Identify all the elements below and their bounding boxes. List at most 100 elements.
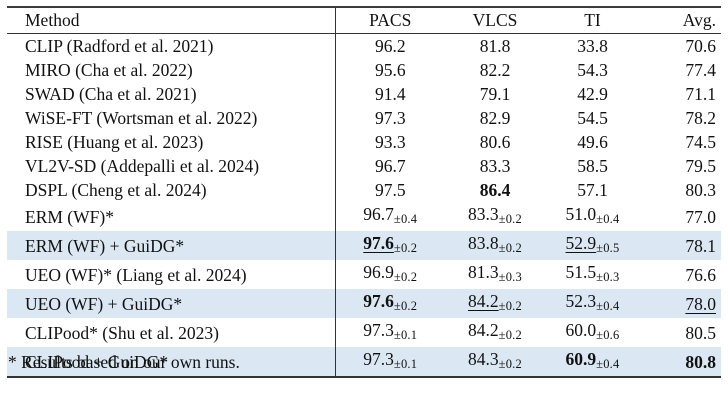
value-cell: 97.3 <box>335 106 445 130</box>
value-cell: 84.3±0.2 <box>445 347 545 377</box>
column-header-method: Method <box>7 7 336 34</box>
method-cell: WiSE-FT (Wortsman et al. 2022) <box>7 106 336 130</box>
value-main: 77.4 <box>685 60 716 80</box>
value-cell: 74.5 <box>640 130 721 154</box>
value-stddev-subscript: ±0.2 <box>498 241 522 255</box>
value-cell: 82.2 <box>445 58 545 82</box>
value-cell: 81.3±0.3 <box>445 260 545 289</box>
value-main: 42.9 <box>577 84 608 104</box>
value-main: 80.6 <box>479 132 511 152</box>
value-stddev-subscript: ±0.1 <box>393 328 418 342</box>
value-main: 60.9 <box>565 349 597 369</box>
method-cell: VL2V-SD (Addepalli et al. 2024) <box>7 154 336 178</box>
column-header-vlcs: VLCS <box>472 10 518 30</box>
value-main: 93.3 <box>374 132 406 152</box>
value-main: 84.2 <box>468 320 499 340</box>
value-main: 80.8 <box>685 351 716 372</box>
value-stddev-subscript: ±0.6 <box>596 328 620 342</box>
table-row: VL2V-SD (Addepalli et al. 2024) 96.7 83.3 5… <box>7 154 721 178</box>
value-cell: 83.3 <box>445 154 545 178</box>
value-cell: 70.6 <box>640 34 721 59</box>
value-main: 74.5 <box>685 132 716 152</box>
value-main: 70.6 <box>685 36 716 56</box>
value-main: 81.3 <box>468 262 499 282</box>
value-main: 77.0 <box>685 206 716 227</box>
value-cell: 80.8 <box>640 347 721 377</box>
value-main: 33.8 <box>577 36 608 56</box>
method-cell: UEO (WF)* (Liang et al. 2024) <box>7 260 336 289</box>
table-row: DSPL (Cheng et al. 2024) 97.5 86.4 57.1 80.3 <box>7 178 721 202</box>
value-cell: 97.6±0.2 <box>335 289 445 318</box>
value-stddev-subscript: ±0.5 <box>596 241 620 255</box>
table-row: CLIP (Radford et al. 2021) 96.2 81.8 33.8 70… <box>7 33 721 59</box>
value-cell: 78.2 <box>640 106 721 130</box>
value-cell: 80.6 <box>445 130 545 154</box>
value-main: 52.9 <box>565 233 597 253</box>
value-cell: 96.2 <box>335 34 445 59</box>
value-main: 54.3 <box>577 60 608 80</box>
value-main: 49.6 <box>577 132 608 152</box>
value-cell: 81.8 <box>445 34 545 59</box>
value-main: 97.5 <box>374 180 406 200</box>
value-main: 79.1 <box>479 84 511 104</box>
table-row: UEO (WF) + GuiDG* 97.6±0.2 84.2±0.2 52.3±0.… <box>7 289 721 318</box>
value-main: 81.8 <box>479 36 511 56</box>
table-row: ERM (WF)* 96.7±0.4 83.3±0.2 51.0±0.4 77.0 <box>7 202 721 231</box>
value-cell: 79.1 <box>445 82 545 106</box>
value-cell: 52.9±0.5 <box>545 231 640 260</box>
value-main: 57.1 <box>577 180 608 200</box>
value-main: 97.6 <box>363 233 394 253</box>
value-main: 80.3 <box>685 180 716 200</box>
table-row: MIRO (Cha et al. 2022) 95.6 82.2 54.3 77.4 <box>7 58 721 82</box>
value-main: 58.5 <box>577 156 608 176</box>
column-header-pacs: PACS <box>369 10 412 30</box>
table-header-row: Method PACS VLCS TI Avg. <box>7 7 721 34</box>
value-cell: 78.0 <box>640 289 721 318</box>
value-stddev-subscript: ±0.2 <box>498 299 522 313</box>
table-row: CLIPood + GuiDG* 97.3±0.1 84.3±0.2 60.9±0.4… <box>7 347 721 377</box>
value-cell: 78.1 <box>640 231 721 260</box>
value-main: 97.3 <box>363 320 394 340</box>
value-cell: 96.9±0.2 <box>335 260 445 289</box>
method-cell: ERM (WF)* <box>7 202 336 231</box>
value-main: 78.2 <box>685 108 716 128</box>
value-main: 86.4 <box>479 180 511 200</box>
value-cell: 77.0 <box>640 202 721 231</box>
footnote: * Results based on our own runs. <box>8 352 240 372</box>
value-main: 91.4 <box>374 84 406 104</box>
table-row: WiSE-FT (Wortsman et al. 2022) 97.3 82.9 54… <box>7 106 721 130</box>
value-main: 83.3 <box>479 156 511 176</box>
value-main: 54.5 <box>577 108 608 128</box>
value-cell: 84.2±0.2 <box>445 289 545 318</box>
method-cell: UEO (WF) + GuiDG* <box>7 289 336 318</box>
value-cell: 95.6 <box>335 58 445 82</box>
results-table: Method PACS VLCS TI Avg. CLIP (Radford e… <box>7 6 721 378</box>
value-cell: 60.0±0.6 <box>545 318 640 347</box>
value-cell: 83.3±0.2 <box>445 202 545 231</box>
value-cell: 97.3±0.1 <box>335 318 445 347</box>
table-row: RISE (Huang et al. 2023) 93.3 80.6 49.6 74.5 <box>7 130 721 154</box>
value-stddev-subscript: ±0.2 <box>498 328 522 342</box>
value-main: 82.2 <box>479 60 511 80</box>
value-main: 52.3 <box>565 291 597 311</box>
value-cell: 49.6 <box>545 130 640 154</box>
value-main: 95.6 <box>374 60 406 80</box>
value-stddev-subscript: ±0.4 <box>596 357 620 371</box>
value-cell: 96.7±0.4 <box>335 202 445 231</box>
value-stddev-subscript: ±0.4 <box>596 299 620 313</box>
value-cell: 33.8 <box>545 34 640 59</box>
value-cell: 51.0±0.4 <box>545 202 640 231</box>
value-cell: 82.9 <box>445 106 545 130</box>
value-main: 80.5 <box>685 322 716 343</box>
table-row: UEO (WF)* (Liang et al. 2024) 96.9±0.2 81.… <box>7 260 721 289</box>
value-cell: 77.4 <box>640 58 721 82</box>
value-cell: 71.1 <box>640 82 721 106</box>
value-cell: 42.9 <box>545 82 640 106</box>
value-stddev-subscript: ±0.2 <box>498 212 522 226</box>
value-main: 96.7 <box>374 156 406 176</box>
value-cell: 83.8±0.2 <box>445 231 545 260</box>
column-header-ti: TI <box>584 10 601 30</box>
value-cell: 91.4 <box>335 82 445 106</box>
value-cell: 57.1 <box>545 178 640 202</box>
